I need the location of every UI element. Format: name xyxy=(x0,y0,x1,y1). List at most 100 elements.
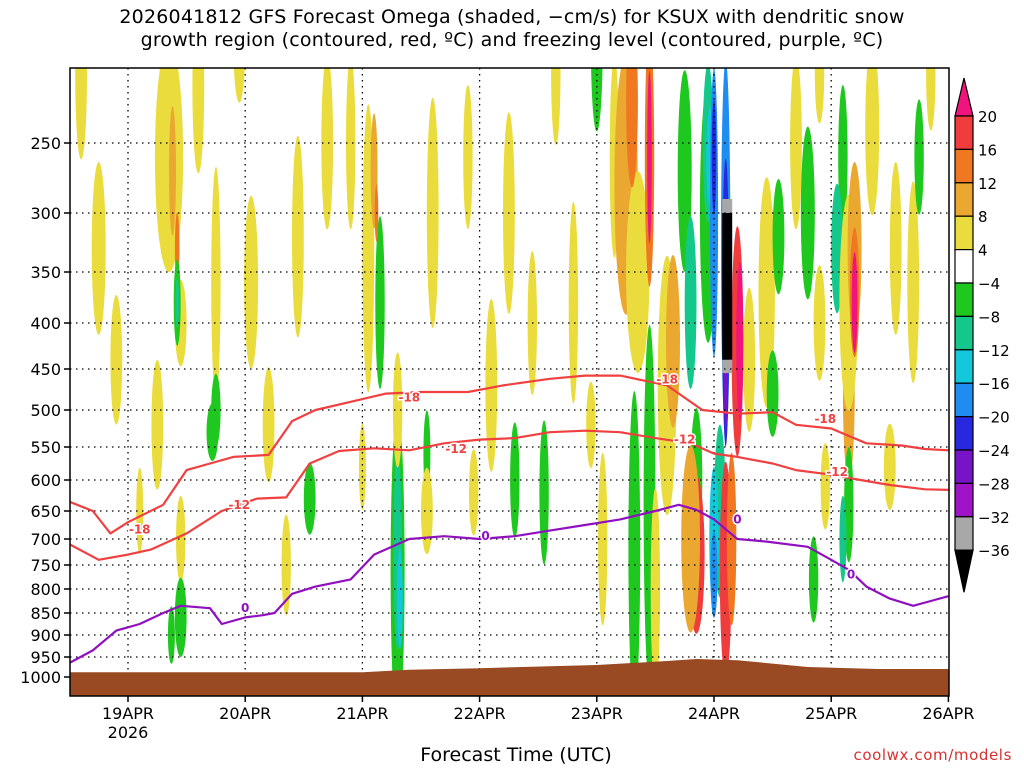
y-tick-label: 1000 xyxy=(20,668,61,687)
omega-shade-cell xyxy=(591,68,603,132)
colorbar-label: −8 xyxy=(978,308,1000,326)
omega-shade-cell xyxy=(469,449,479,536)
x-tick-label: 25APR xyxy=(805,704,857,723)
colorbar-cell xyxy=(954,215,974,251)
y-tick-label: 450 xyxy=(30,360,61,379)
colorbar-cell xyxy=(954,315,974,351)
y-tick-label: 850 xyxy=(30,604,61,623)
colorbar-label: −32 xyxy=(978,509,1010,527)
omega-shade-cell xyxy=(743,287,756,432)
contour-label: -18 xyxy=(656,373,678,387)
colorbar-cell xyxy=(954,516,974,551)
omega-shade-cell xyxy=(397,548,403,649)
omega-shade-cell xyxy=(206,403,219,462)
contour-label: 0 xyxy=(733,512,741,526)
contour-label: 0 xyxy=(241,601,249,615)
omega-shading xyxy=(75,68,936,696)
omega-shade-cell xyxy=(303,462,316,535)
omega-shade-cell xyxy=(375,216,385,389)
credit-link[interactable]: coolwx.com/models xyxy=(853,746,1012,764)
omega-shade-cell xyxy=(551,68,561,145)
omega-shade-cell xyxy=(684,216,697,389)
omega-shade-cell xyxy=(710,531,718,618)
y-tick-label: 250 xyxy=(30,134,61,153)
colorbar-cell xyxy=(954,482,974,518)
omega-shade-cell xyxy=(813,265,826,381)
y-tick-label: 500 xyxy=(30,401,61,420)
omega-shade-cell xyxy=(110,295,123,425)
omega-shade-cell xyxy=(681,445,700,633)
omega-shade-cell xyxy=(626,171,650,373)
colorbar-cell xyxy=(954,249,974,284)
omega-shade-cell xyxy=(726,452,737,626)
omega-shade-cell xyxy=(772,179,785,295)
colorbar-label: 8 xyxy=(978,208,988,226)
colorbar-label: −28 xyxy=(978,475,1010,493)
omega-shade-cell xyxy=(722,199,733,213)
omega-shade-cell xyxy=(677,70,692,272)
y-tick-label: 750 xyxy=(30,556,61,575)
omega-shade-cell xyxy=(262,367,275,483)
omega-shade-cell xyxy=(136,467,144,555)
omega-shade-cell xyxy=(800,126,815,300)
x-tick-label: 20APR xyxy=(219,704,271,723)
omega-shade-cell xyxy=(539,420,549,565)
omega-shade-cell xyxy=(628,391,641,696)
contour-label: 0 xyxy=(847,568,855,582)
omega-shade-cell xyxy=(169,106,176,236)
omega-shade-cell xyxy=(346,68,356,230)
colorbar-label: 16 xyxy=(978,141,997,159)
omega-shade-cell xyxy=(392,352,403,468)
dgz-contour xyxy=(70,374,949,535)
omega-shade-cell xyxy=(463,85,473,229)
omega-shade-cell xyxy=(838,85,848,229)
colorbar-label: −20 xyxy=(978,409,1010,427)
title-line-1: 2026041812 GFS Forecast Omega (shaded, −… xyxy=(119,6,905,28)
omega-shade-cell xyxy=(914,99,924,215)
omega-shade-cell xyxy=(722,359,733,374)
omega-shade-cell xyxy=(192,68,205,174)
y-tick-label: 550 xyxy=(30,438,61,457)
contour-label: -18 xyxy=(814,412,836,426)
colorbar-cell xyxy=(954,148,974,184)
omega-shade-cell xyxy=(839,495,847,583)
colorbar-label: 12 xyxy=(978,175,997,193)
omega-shade-cell xyxy=(292,135,304,338)
omega-shade-cell xyxy=(568,201,579,404)
omega-shade-cell xyxy=(175,277,179,328)
colorbar-cell xyxy=(954,182,974,217)
omega-shade-cell xyxy=(426,97,439,329)
omega-shade-cell xyxy=(808,536,819,623)
omega-shade-cell xyxy=(358,423,366,510)
freezing-level-contour xyxy=(70,503,949,664)
omega-shade-cell xyxy=(889,162,902,335)
y-tick-label: 350 xyxy=(30,263,61,282)
omega-shade-cell xyxy=(844,447,854,563)
omega-shade-cell xyxy=(174,577,187,658)
colorbar-cell xyxy=(954,449,974,485)
colorbar: 20 16 12 8 4 −4 −8 −12 −16 −20 −24 −28 −32 −36 xyxy=(954,77,1010,593)
omega-shade-cell xyxy=(167,606,175,664)
omega-shade-cell xyxy=(758,177,775,408)
omega-shade-cell xyxy=(647,70,652,244)
x-axis-label: Forecast Time (UTC) xyxy=(420,744,612,766)
colorbar-cell xyxy=(954,349,974,384)
y-tick-label: 600 xyxy=(30,471,61,490)
omega-shade-cell xyxy=(586,381,596,468)
x-tick-label: 19APR xyxy=(102,704,154,723)
colorbar-label: −12 xyxy=(978,342,1010,360)
omega-shade-cell xyxy=(851,252,858,353)
y-tick-label: 950 xyxy=(30,648,61,667)
x-tick-label: 21APR xyxy=(336,704,388,723)
ground-surface xyxy=(70,659,949,696)
omega-shade-cell xyxy=(820,443,830,530)
contour-label: 0 xyxy=(481,529,489,543)
colorbar-label: −24 xyxy=(978,442,1010,460)
omega-shade-cell xyxy=(75,68,87,160)
omega-shade-cell xyxy=(865,68,880,216)
colorbar-cell xyxy=(954,115,974,151)
y-tick-label: 800 xyxy=(30,580,61,599)
omega-shade-cell xyxy=(151,360,164,490)
omega-shade-cell xyxy=(790,68,802,230)
